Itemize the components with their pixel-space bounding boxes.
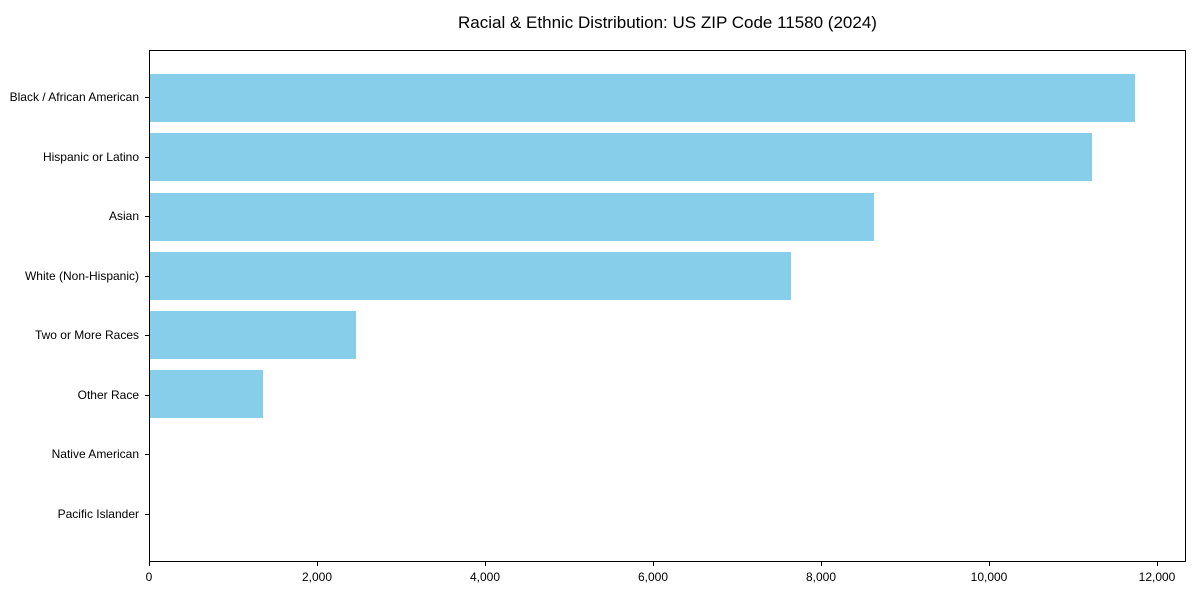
x-tick	[653, 562, 654, 566]
chart-title: Racial & Ethnic Distribution: US ZIP Cod…	[458, 13, 877, 32]
x-tick-label: 12,000	[1138, 570, 1176, 584]
x-tick	[1157, 562, 1158, 566]
y-tick-label: Black / African American	[9, 90, 139, 104]
bar-row	[150, 370, 1185, 419]
y-tick	[145, 216, 149, 217]
x-tick-label: 6,000	[637, 570, 669, 584]
bar-row	[150, 74, 1185, 122]
y-tick-label: Asian	[108, 209, 139, 223]
y-tick-label: Other Race	[77, 388, 139, 402]
y-tick	[145, 157, 149, 158]
y-tick	[145, 276, 149, 277]
bar-row	[150, 251, 1185, 300]
x-tick	[821, 562, 822, 566]
y-tick-label: Hispanic or Latino	[42, 150, 139, 164]
y-tick-label: White (Non-Hispanic)	[24, 269, 139, 283]
y-tick	[145, 97, 149, 98]
bar-row	[150, 430, 1185, 478]
bar-row	[150, 311, 1185, 360]
y-tick	[145, 395, 149, 396]
x-tick	[485, 562, 486, 566]
bar-row	[150, 133, 1185, 182]
x-tick-label: 4,000	[469, 570, 501, 584]
bars-container	[150, 51, 1185, 561]
x-tick-label: 2,000	[301, 570, 333, 584]
bar	[150, 251, 792, 300]
y-tick-label: Two or More Races	[34, 328, 139, 342]
bar-row	[150, 192, 1185, 241]
bar	[150, 74, 1136, 122]
plot-area	[149, 50, 1186, 562]
x-tick-label: 8,000	[805, 570, 837, 584]
y-tick	[145, 335, 149, 336]
x-tick	[989, 562, 990, 566]
bar-row	[150, 489, 1185, 537]
x-tick-label: 0	[145, 570, 153, 584]
bar	[150, 311, 357, 360]
y-tick-label: Native American	[51, 447, 139, 461]
bar	[150, 133, 1092, 182]
y-tick	[145, 514, 149, 515]
bar	[150, 370, 264, 419]
x-tick	[149, 562, 150, 566]
y-tick-label: Pacific Islander	[57, 507, 139, 521]
x-tick-label: 10,000	[970, 570, 1008, 584]
bar	[150, 192, 874, 241]
y-tick	[145, 454, 149, 455]
x-tick	[317, 562, 318, 566]
